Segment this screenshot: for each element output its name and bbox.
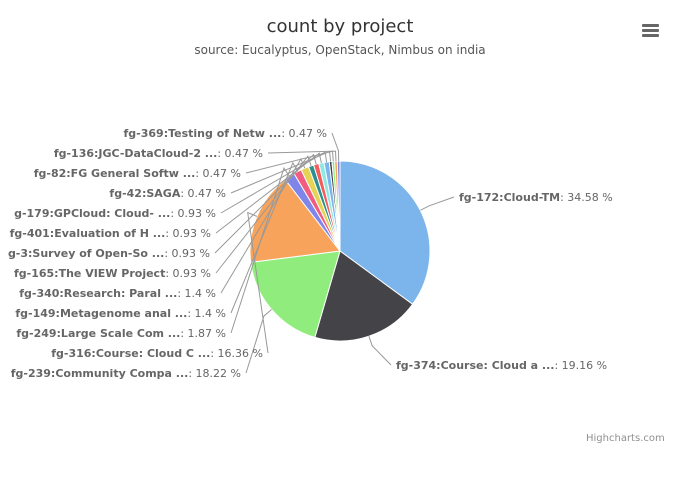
- label-connector: [368, 336, 392, 366]
- slice-label: fg-374:Course: Cloud a ...: 19.16 %: [396, 359, 607, 372]
- slice-label: fg-249:Large Scale Com ...: 1.87 %: [16, 327, 226, 340]
- label-connector: [245, 309, 272, 374]
- slice-label: fg-82:FG General Softw ...: 0.47 %: [34, 167, 241, 180]
- slice-label: fg-149:Metagenome anal ...: 1.4 %: [15, 307, 226, 320]
- label-connector: [420, 196, 455, 211]
- chart-title: count by project: [266, 16, 414, 37]
- label-connector: [214, 153, 317, 254]
- slice-label: g-179:GPCloud: Cloud- ...: 0.93 %: [14, 207, 216, 220]
- pie-slice[interactable]: [250, 250, 341, 339]
- label-connector: [267, 150, 337, 162]
- pie-slice[interactable]: [339, 160, 431, 305]
- slice-label: fg-165:The VIEW Project: 0.93 %: [14, 267, 211, 280]
- slice-label: fg-136:JGC-DataCloud-2 ...: 0.47 %: [54, 147, 263, 160]
- slice-label: g-3:Survey of Open-So ...: 0.93 %: [8, 247, 210, 260]
- chart-subtitle: source: Eucalyptus, OpenStack, Nimbus on…: [194, 43, 486, 57]
- slice-label: fg-239:Community Compa ...: 18.22 %: [11, 367, 241, 380]
- label-connector: [215, 155, 312, 274]
- slice-label: fg-340:Research: Paral ...: 1.4 %: [19, 287, 216, 300]
- slice-label: fg-369:Testing of Netw ...: 0.47 %: [124, 127, 327, 140]
- slice-label: fg-172:Cloud-TM: 34.58 %: [459, 191, 613, 204]
- hamburger-menu-icon[interactable]: [639, 20, 663, 40]
- label-connector: [331, 132, 340, 162]
- slice-label: fg-401:Evaluation of H ...: 0.93 %: [10, 227, 211, 240]
- label-connector: [215, 152, 322, 234]
- slice-label: fg-42:SAGA: 0.47 %: [109, 187, 226, 200]
- slice-label: fg-316:Course: Cloud C ...: 16.36 %: [51, 347, 263, 360]
- label-connector: [220, 151, 328, 214]
- credits-link[interactable]: Highcharts.com: [586, 433, 665, 444]
- label-connector: [247, 211, 269, 354]
